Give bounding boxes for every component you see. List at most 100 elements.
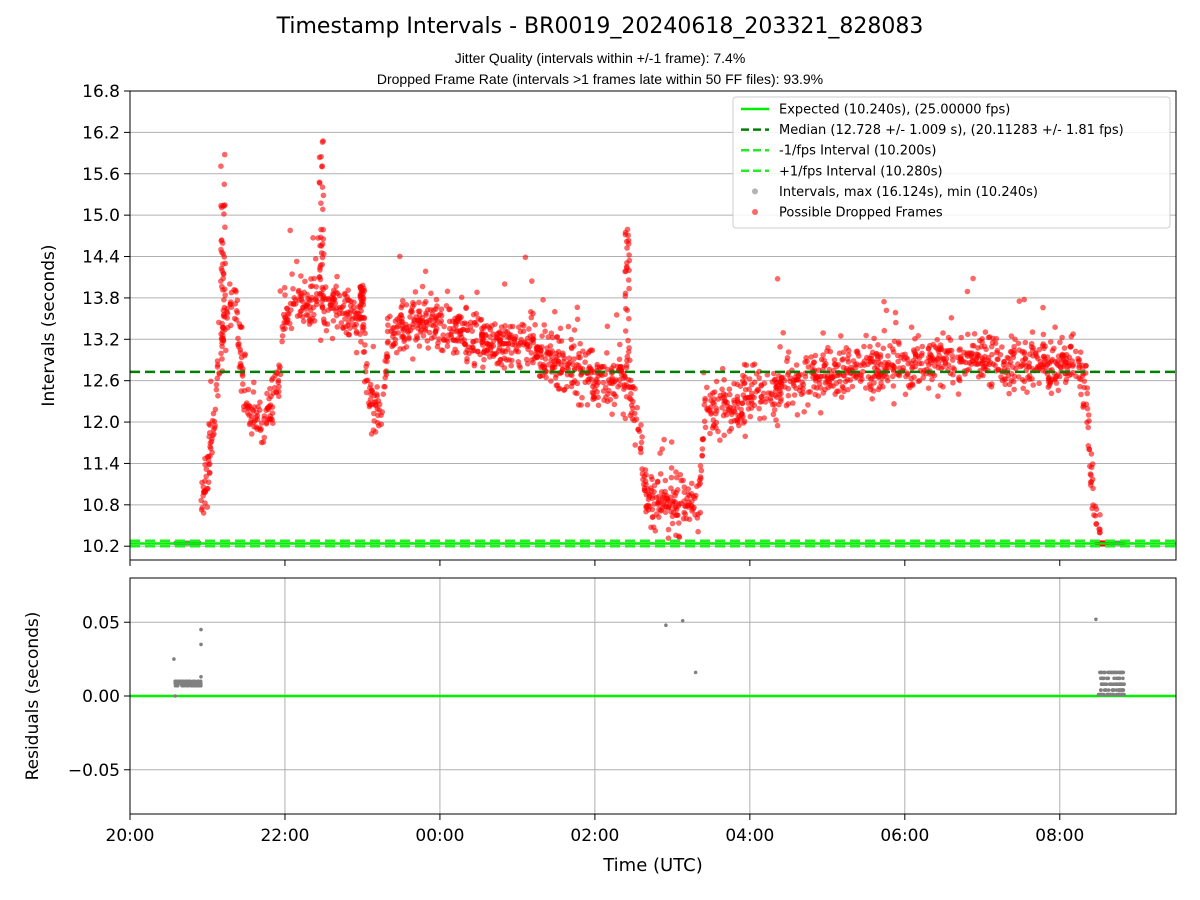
dropped-frame-point (965, 331, 971, 338)
dropped-frame-point (635, 426, 641, 433)
dropped-frame-point (925, 345, 932, 352)
dropped-frame-point (1001, 358, 1007, 365)
dropped-frame-point (692, 512, 698, 518)
dropped-frame-point (245, 410, 251, 416)
dropped-frame-point (812, 352, 819, 359)
dropped-frame-point (529, 278, 535, 284)
dropped-frame-point (444, 343, 451, 350)
dropped-frame-point (1085, 424, 1091, 431)
dropped-frame-point (650, 514, 656, 520)
dropped-frame-point (273, 389, 280, 396)
dropped-frame-point (1072, 348, 1079, 355)
dropped-frame-point (479, 331, 485, 338)
dropped-frame-point (522, 254, 529, 261)
dropped-frame-point (216, 319, 222, 326)
dropped-frame-point (696, 477, 703, 484)
dropped-frame-point (975, 374, 982, 380)
dropped-frame-point (218, 202, 224, 209)
dropped-frame-point (235, 335, 241, 342)
residual-point (1122, 692, 1126, 697)
dropped-frame-point (574, 362, 580, 368)
dropped-frame-point (648, 473, 655, 480)
dropped-frame-point (528, 309, 534, 315)
dropped-frame-point (441, 336, 447, 343)
dropped-frame-point (211, 431, 217, 437)
dropped-frame-point (1005, 355, 1012, 362)
dropped-frame-point (685, 491, 691, 498)
dropped-frame-point (455, 338, 462, 344)
dropped-frame-point (624, 245, 630, 251)
dropped-frame-point (440, 332, 447, 338)
dropped-frame-point (207, 422, 213, 429)
dropped-frame-point (1048, 390, 1055, 397)
dropped-frame-point (673, 469, 679, 475)
dropped-frame-point (487, 326, 494, 333)
dropped-frame-point (611, 401, 618, 408)
dropped-frame-point (221, 181, 228, 188)
y-tick-label: 10.8 (82, 496, 120, 516)
dropped-frame-point (625, 337, 631, 344)
dropped-frame-point (480, 364, 486, 371)
dropped-frame-point (757, 399, 764, 405)
dropped-frame-point (309, 283, 316, 289)
residual-point (1099, 682, 1104, 686)
dropped-frame-point (751, 379, 758, 386)
dropped-frame-point (652, 528, 659, 534)
x-tick-label: 22:00 (260, 826, 309, 846)
dropped-frame-point (312, 297, 319, 303)
dropped-frame-point (410, 356, 416, 362)
dropped-frame-point (625, 277, 632, 283)
dropped-frame-point (1089, 505, 1095, 512)
dropped-frame-point (397, 253, 403, 260)
dropped-frame-point (975, 351, 981, 358)
dropped-frame-point (920, 369, 926, 376)
x-tick-label: 02:00 (570, 826, 619, 846)
dropped-frame-point (370, 343, 377, 350)
residual-point (1121, 682, 1126, 686)
dropped-frame-point (325, 307, 332, 313)
dropped-frame-point (746, 376, 753, 382)
dropped-frame-point (206, 430, 213, 436)
dropped-frame-point (394, 316, 401, 323)
dropped-frame-point (721, 432, 727, 439)
residual-point (1094, 617, 1098, 622)
dropped-frame-point (989, 351, 995, 358)
dropped-frame-point (537, 373, 544, 380)
dropped-frame-point (363, 377, 370, 384)
dropped-frame-point (978, 360, 984, 367)
dropped-frame-point (638, 422, 644, 428)
dropped-frame-point (568, 345, 575, 352)
dropped-frame-point (877, 354, 884, 361)
dropped-frame-point (971, 343, 977, 349)
dropped-frame-point (955, 391, 962, 397)
dropped-frame-point (765, 390, 772, 396)
dropped-frame-point (1027, 351, 1033, 358)
dropped-frame-point (699, 436, 706, 443)
dropped-frame-point (333, 312, 340, 319)
dropped-frame-point (927, 354, 934, 361)
dropped-frame-point (524, 361, 531, 367)
dropped-frame-point (857, 378, 864, 385)
dropped-frame-point (901, 356, 907, 363)
dropped-frame-point (731, 417, 738, 424)
dropped-frame-point (1087, 482, 1094, 488)
dropped-frame-point (1010, 354, 1016, 361)
dropped-frame-point (1036, 380, 1042, 387)
dropped-frame-point (509, 357, 515, 364)
dropped-frame-point (458, 294, 465, 301)
dropped-frame-point (1030, 345, 1036, 351)
dropped-frame-point (353, 328, 360, 335)
dropped-frame-point (817, 385, 824, 391)
dropped-frame-point (707, 392, 713, 399)
residual-point (198, 679, 203, 684)
y-tick-label: 15.6 (82, 165, 120, 185)
dropped-frame-point (958, 334, 964, 341)
dropped-frame-point (1070, 331, 1076, 337)
dropped-frame-point (260, 439, 267, 445)
dropped-frame-point (503, 357, 510, 363)
dropped-frame-point (623, 238, 630, 245)
dropped-frame-point (665, 526, 672, 533)
dropped-frame-point (539, 344, 545, 350)
dropped-frame-point (626, 345, 632, 351)
dropped-frame-point (889, 362, 895, 368)
